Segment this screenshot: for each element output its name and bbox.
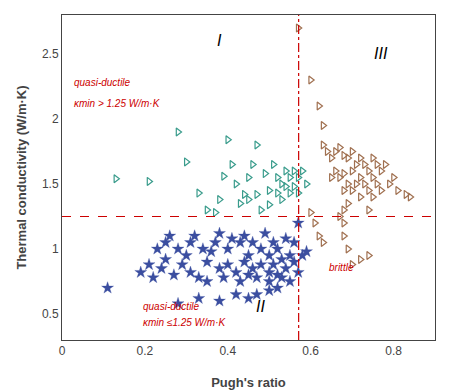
- svg-text:quasi-ductile: quasi-ductile: [143, 301, 200, 312]
- svg-text:0.6: 0.6: [302, 344, 319, 358]
- svg-text:0: 0: [59, 344, 66, 358]
- svg-text:Pugh's ratio: Pugh's ratio: [211, 375, 286, 390]
- svg-text:I: I: [217, 32, 222, 49]
- svg-text:brittle: brittle: [329, 262, 354, 273]
- svg-text:1.5: 1.5: [42, 177, 59, 191]
- svg-text:κmin ≤1.25 W/m·K: κmin ≤1.25 W/m·K: [143, 317, 226, 328]
- svg-text:II: II: [256, 298, 265, 315]
- svg-text:2: 2: [52, 112, 59, 126]
- svg-text:0.2: 0.2: [137, 344, 154, 358]
- svg-text:1: 1: [52, 242, 59, 256]
- svg-text:quasi-ductile: quasi-ductile: [74, 77, 131, 88]
- svg-text:0.5: 0.5: [42, 307, 59, 321]
- svg-text:Thermal conductivity (W/m·K): Thermal conductivity (W/m·K): [14, 85, 29, 269]
- svg-text:2.5: 2.5: [42, 47, 59, 61]
- svg-text:0.4: 0.4: [219, 344, 236, 358]
- svg-text:κmin > 1.25 W/m·K: κmin > 1.25 W/m·K: [74, 98, 161, 109]
- svg-text:III: III: [374, 45, 388, 62]
- svg-text:0.8: 0.8: [385, 344, 402, 358]
